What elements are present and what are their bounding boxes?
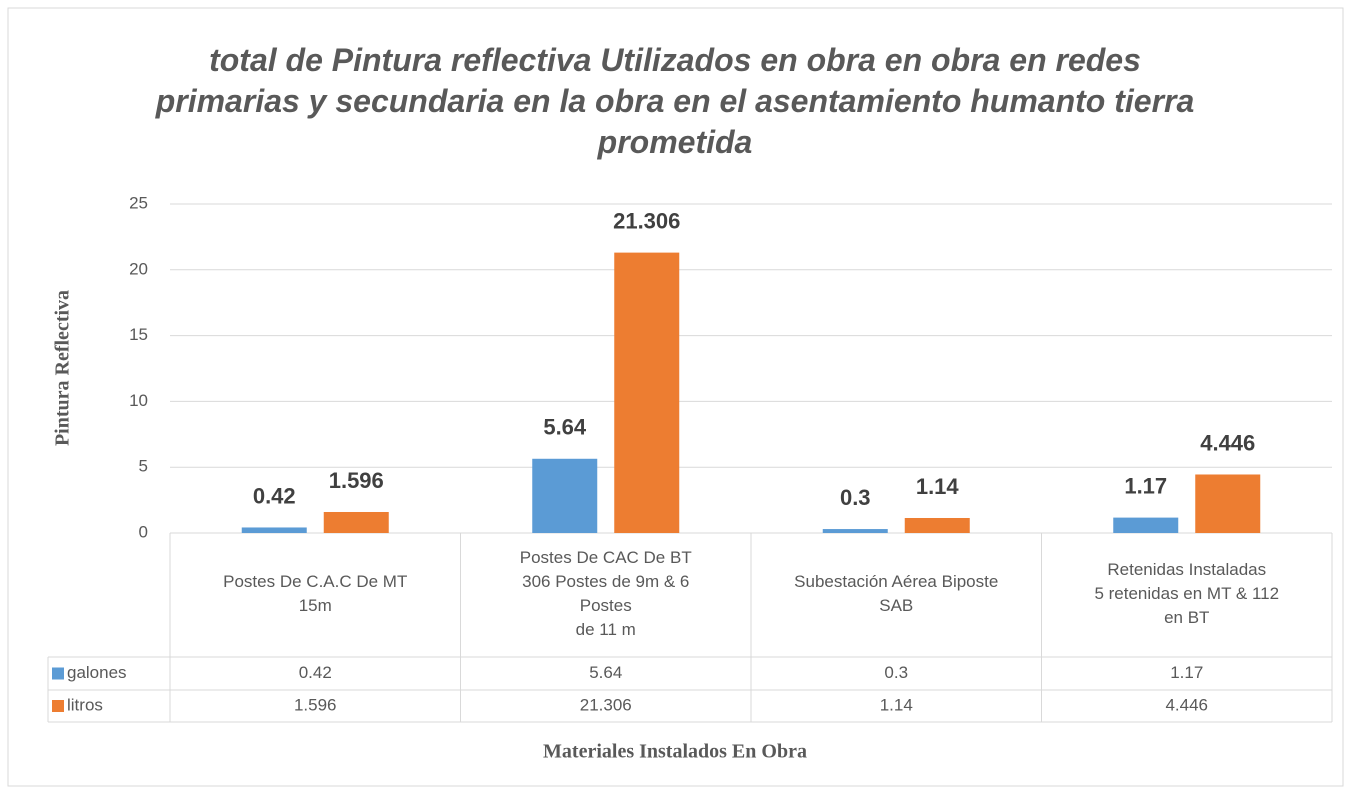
- y-tick-label: 20: [129, 259, 148, 278]
- data-label: 4.446: [1200, 430, 1255, 455]
- y-tick-label: 5: [139, 457, 148, 476]
- legend-key: [52, 667, 64, 680]
- bar: [822, 529, 888, 533]
- data-label: 0.3: [840, 485, 871, 510]
- data-label: 21.306: [613, 208, 680, 233]
- legend-label: litros: [67, 695, 103, 714]
- table-cell: 1.596: [294, 695, 337, 714]
- x-tick-label: Postes De C.A.C De MT 15m: [223, 572, 407, 615]
- x-tick-label: Subestación Aérea Biposte SAB: [794, 572, 998, 615]
- y-axis-title: Pintura Reflectiva: [52, 290, 74, 446]
- x-tick-label: Retenidas Instaladas 5 retenidas en MT & …: [1094, 560, 1279, 627]
- table-cell: 1.17: [1170, 663, 1203, 682]
- bar: [614, 252, 680, 533]
- bar: [241, 527, 307, 533]
- table-cell: 4.446: [1165, 695, 1208, 714]
- y-tick-label: 10: [129, 391, 148, 410]
- table-cell: 0.3: [884, 663, 908, 682]
- data-label: 5.64: [543, 415, 587, 440]
- legend-label: galones: [67, 663, 127, 682]
- data-label: 1.17: [1124, 473, 1167, 498]
- chart-border: [7, 7, 1344, 787]
- data-label: 1.596: [329, 468, 384, 493]
- data-label: 0.42: [253, 483, 296, 508]
- table-cell: 5.64: [589, 663, 622, 682]
- y-tick-label: 0: [139, 522, 148, 541]
- bar: [1195, 474, 1261, 533]
- bar: [1113, 517, 1179, 533]
- chart-title: total de Pintura reflectiva Utilizados e…: [155, 42, 1195, 160]
- data-label: 1.14: [916, 474, 960, 499]
- bar: [323, 511, 389, 533]
- table-cell: 0.42: [299, 663, 332, 682]
- legend-key: [52, 700, 64, 712]
- bar: [532, 458, 598, 533]
- y-tick-label: 25: [129, 193, 148, 212]
- table-cell: 1.14: [880, 695, 913, 714]
- y-tick-label: 15: [129, 325, 148, 344]
- bar: [904, 517, 970, 533]
- table-cell: 21.306: [580, 695, 632, 714]
- x-axis-title: Materiales Instalados En Obra: [543, 741, 807, 763]
